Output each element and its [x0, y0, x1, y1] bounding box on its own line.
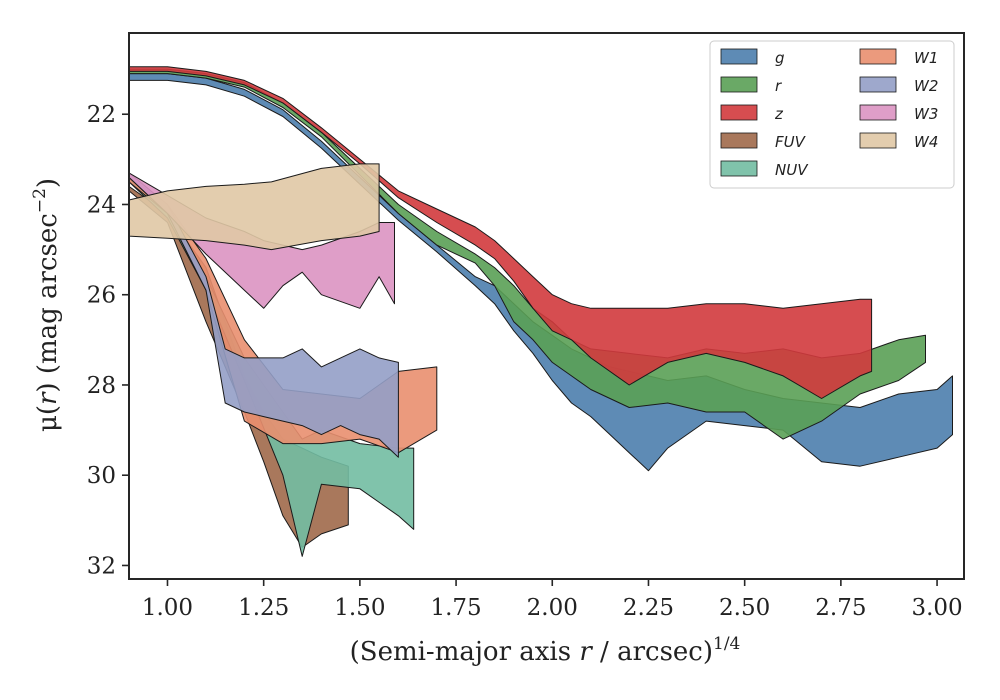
x-tick-label: 3.00	[911, 595, 962, 621]
y-tick-label: 28	[87, 373, 116, 399]
legend-label-w3: W3	[914, 105, 938, 123]
legend-label-fuv: FUV	[775, 133, 807, 151]
x-tick-label: 1.50	[334, 595, 385, 621]
legend: grz FUV NUV W1 W2 W3 W4	[710, 41, 954, 188]
y-tick-label: 26	[87, 283, 116, 309]
legend-label-nuv: NUV	[775, 161, 809, 179]
y-tick-label: 30	[87, 463, 116, 489]
x-tick-label: 2.25	[623, 595, 674, 621]
y-axis-ticks: 22 24 26 28 30 32	[87, 102, 129, 579]
legend-label-g: g	[775, 49, 785, 67]
legend-swatch-r	[721, 77, 757, 92]
x-tick-label: 2.00	[527, 595, 578, 621]
legend-swatch-nuv	[721, 161, 757, 176]
legend-label-z: z	[774, 105, 784, 123]
legend-swatch-w1	[860, 49, 896, 64]
x-tick-label: 2.75	[815, 595, 866, 621]
legend-label-r: r	[775, 77, 782, 95]
y-tick-label: 32	[87, 553, 116, 579]
legend-label-w2: W2	[914, 77, 938, 95]
legend-swatch-z	[721, 105, 757, 120]
band-w4	[129, 164, 379, 250]
legend-swatch-fuv	[721, 133, 757, 148]
legend-swatch-w2	[860, 77, 896, 92]
x-tick-label: 1.75	[430, 595, 481, 621]
surface-brightness-chart: 1.00 1.25 1.50 1.75 2.00 2.25 2.50 2.75 3.00 222…	[0, 0, 1000, 700]
legend-label-w1: W1	[914, 49, 938, 67]
y-tick-label: 22	[87, 102, 116, 128]
x-tick-label: 1.00	[142, 595, 193, 621]
legend-swatch-w4	[860, 133, 896, 148]
legend-label-w4: W4	[914, 133, 938, 151]
x-tick-label: 2.50	[719, 595, 770, 621]
y-axis-label: μ(r) (mag arcsec−2)	[30, 178, 63, 432]
x-tick-label: 1.25	[238, 595, 289, 621]
y-tick-label: 24	[87, 192, 116, 218]
x-axis-label: (Semi-major axis r / arcsec)1/4	[350, 634, 741, 667]
legend-swatch-g	[721, 49, 757, 64]
x-axis-ticks: 1.00 1.25 1.50 1.75 2.00 2.25 2.50 2.75 3.00	[142, 579, 963, 621]
legend-swatch-w3	[860, 105, 896, 120]
